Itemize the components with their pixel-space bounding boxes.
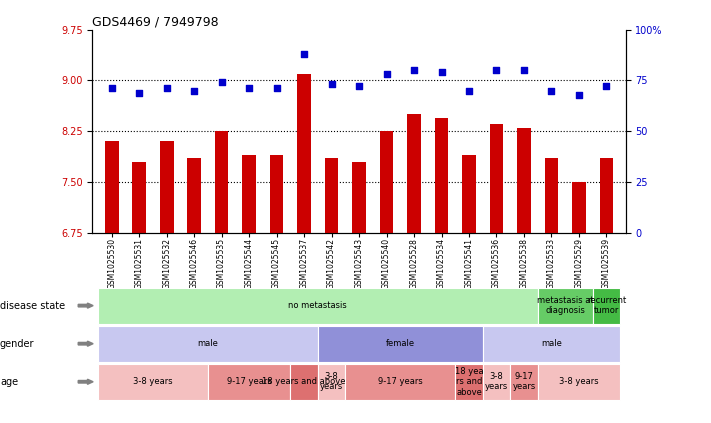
Point <box>601 83 612 90</box>
Point <box>216 79 228 86</box>
Point <box>436 69 447 76</box>
Bar <box>297 74 311 233</box>
Point <box>326 81 337 88</box>
Bar <box>407 114 421 233</box>
Bar <box>352 162 366 233</box>
Bar <box>599 158 614 233</box>
Bar <box>545 158 558 233</box>
Point <box>161 85 172 92</box>
Text: disease state: disease state <box>0 301 65 310</box>
Text: gender: gender <box>0 339 35 349</box>
Text: 9-17 years: 9-17 years <box>227 377 272 386</box>
Text: male: male <box>541 339 562 348</box>
Bar <box>187 158 201 233</box>
Point <box>464 87 475 94</box>
Bar <box>380 131 393 233</box>
Bar <box>215 131 228 233</box>
Bar <box>490 124 503 233</box>
Text: GDS4469 / 7949798: GDS4469 / 7949798 <box>92 16 219 28</box>
Bar <box>242 155 256 233</box>
Text: 9-17
years: 9-17 years <box>513 372 535 391</box>
Text: age: age <box>0 377 18 387</box>
Text: female: female <box>386 339 415 348</box>
Bar <box>434 118 449 233</box>
Text: recurrent
tumor: recurrent tumor <box>587 296 626 315</box>
Text: 3-8
years: 3-8 years <box>320 372 343 391</box>
Text: 3-8 years: 3-8 years <box>133 377 173 386</box>
Point <box>491 67 502 74</box>
Text: no metastasis: no metastasis <box>289 301 347 310</box>
Text: 3-8 years: 3-8 years <box>559 377 599 386</box>
Bar <box>269 155 284 233</box>
Text: 3-8
years: 3-8 years <box>485 372 508 391</box>
Text: male: male <box>198 339 218 348</box>
Point <box>573 91 584 98</box>
Text: metastasis at
diagnosis: metastasis at diagnosis <box>537 296 594 315</box>
Bar <box>105 141 119 233</box>
Point <box>106 85 117 92</box>
Bar <box>325 158 338 233</box>
Point <box>353 83 365 90</box>
Point <box>271 85 282 92</box>
Bar <box>462 155 476 233</box>
Point <box>134 89 145 96</box>
Bar <box>572 182 586 233</box>
Point <box>188 87 200 94</box>
Bar <box>132 162 146 233</box>
Point <box>518 67 530 74</box>
Bar <box>160 141 173 233</box>
Point <box>243 85 255 92</box>
Text: 9-17 years: 9-17 years <box>378 377 422 386</box>
Point <box>381 71 392 78</box>
Point <box>408 67 419 74</box>
Text: 18 years and above: 18 years and above <box>262 377 346 386</box>
Bar <box>517 128 531 233</box>
Text: 18 yea
rs and
above: 18 yea rs and above <box>455 367 483 397</box>
Point <box>546 87 557 94</box>
Point <box>299 51 310 58</box>
